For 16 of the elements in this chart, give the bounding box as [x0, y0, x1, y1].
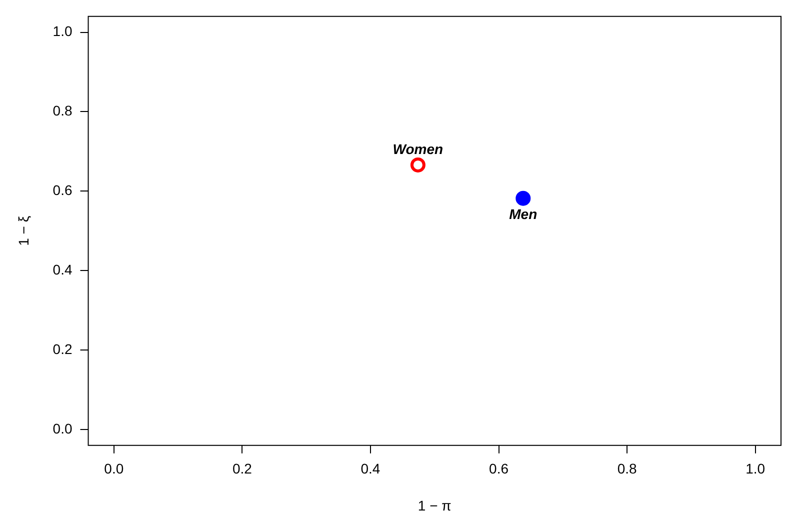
x-tick-label: 0.2 [232, 460, 252, 477]
y-tick-label: 0.4 [52, 261, 72, 278]
y-tick-label: 1.0 [52, 23, 72, 40]
x-tick-label: 0.0 [104, 460, 124, 477]
y-axis-title: 1 − ξ [15, 216, 32, 246]
x-axis-title: 1 − π [418, 497, 452, 514]
x-tick-label: 0.4 [360, 460, 380, 477]
series-label: Men [509, 206, 538, 222]
y-tick-label: 0.0 [52, 420, 72, 436]
y-tick-label: 0.8 [52, 102, 72, 119]
x-tick-label: 0.8 [617, 460, 637, 477]
y-tick-label: 0.2 [52, 340, 72, 357]
y-tick-label: 0.6 [52, 182, 72, 198]
x-tick-label: 1.0 [746, 460, 766, 477]
x-tick-label: 0.6 [489, 460, 509, 477]
series-label: Women [392, 140, 444, 157]
